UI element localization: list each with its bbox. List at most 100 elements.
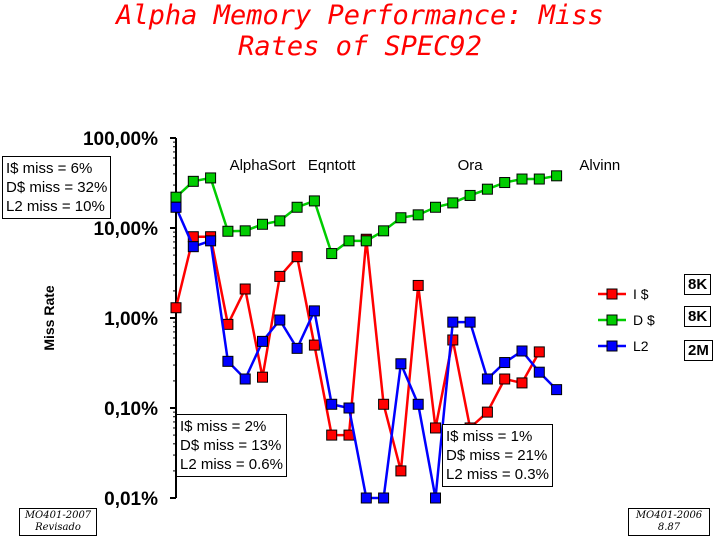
benchmark-label: Eqntott (308, 157, 356, 174)
data-point (499, 177, 511, 189)
data-point (430, 492, 441, 504)
annotation-alphasort-line: D$ miss = 32% (6, 179, 108, 196)
legend-label: L2 (633, 338, 649, 354)
legend-size-icache: 8K (684, 274, 712, 295)
data-point (516, 173, 528, 185)
data-point (308, 195, 320, 207)
footer-left-line: Revisado (35, 522, 81, 533)
data-point (533, 366, 545, 378)
series-line (174, 235, 541, 472)
data-point (447, 334, 459, 346)
data-point (205, 235, 217, 247)
data-point (412, 279, 424, 291)
data-point (378, 225, 390, 237)
annotation-ora-line: D$ miss = 13% (180, 437, 282, 454)
data-point (326, 398, 338, 410)
annotation-alvinn: I$ miss = 1% D$ miss = 21% L2 miss = 0.3… (442, 424, 553, 487)
legend-label: D $ (633, 312, 655, 328)
data-point (308, 305, 320, 317)
data-point (187, 175, 199, 187)
data-point (257, 335, 268, 347)
data-point (499, 357, 511, 369)
benchmark-label: Alvinn (579, 157, 620, 174)
data-point (481, 406, 493, 418)
data-point (222, 355, 234, 367)
footer-left: MO401-2007 Revisado (19, 508, 97, 536)
data-point (464, 316, 476, 328)
data-point (533, 173, 545, 185)
legend-size-dcache: 8K (684, 306, 712, 327)
data-point (430, 422, 441, 434)
data-point (291, 342, 303, 354)
data-point (239, 283, 251, 295)
data-point (395, 358, 407, 370)
data-point (343, 235, 355, 247)
footer-right-line: MO401-2006 (635, 510, 703, 521)
y-tick-label: 0,01% (104, 489, 158, 510)
annotation-alvinn-line: L2 miss = 0.3% (446, 466, 549, 483)
data-point (360, 235, 372, 247)
y-tick-label: 100,00% (83, 129, 158, 150)
data-point (430, 201, 441, 213)
data-point (412, 209, 424, 221)
data-point (326, 248, 338, 260)
data-point (533, 346, 545, 358)
data-point (395, 465, 407, 477)
data-point (170, 302, 182, 314)
footer-left-line: MO401-2007 (24, 510, 92, 521)
title-line-1: Alpha Memory Performance: Miss (116, 0, 604, 31)
legend-marker (606, 340, 618, 352)
footer-right: MO401-2006 8.87 (628, 508, 710, 536)
legend-marker (606, 288, 618, 300)
data-point (516, 377, 528, 389)
data-point (343, 402, 355, 414)
data-point (308, 339, 320, 351)
data-point (378, 492, 390, 504)
data-point (551, 384, 563, 396)
annotation-alphasort-line: I$ miss = 6% (6, 160, 93, 177)
data-point (516, 345, 528, 357)
data-point (291, 201, 303, 213)
data-point (257, 371, 268, 383)
annotation-alvinn-line: D$ miss = 21% (446, 447, 548, 464)
data-point (447, 316, 459, 328)
data-point (464, 189, 476, 201)
data-point (170, 201, 182, 213)
benchmark-label: AlphaSort (230, 157, 297, 174)
legend-size-l2: 2M (684, 340, 713, 361)
data-point (239, 225, 251, 237)
y-tick-label: 1,00% (104, 309, 158, 330)
data-point (447, 197, 459, 209)
data-point (222, 225, 234, 237)
data-point (326, 429, 338, 441)
data-point (205, 172, 217, 184)
title-line-2: Rates of SPEC92 (238, 31, 482, 62)
annotation-alphasort-line: L2 miss = 10% (6, 198, 105, 215)
data-point (222, 318, 234, 330)
data-point (239, 373, 251, 385)
annotation-ora-line: I$ miss = 2% (180, 418, 267, 435)
y-tick-label: 0,10% (104, 399, 158, 420)
y-axis-label: Miss Rate (41, 285, 57, 351)
footer-right-line: 8.87 (657, 522, 681, 533)
annotation-ora: I$ miss = 2% D$ miss = 13% L2 miss = 0.6… (176, 414, 287, 477)
data-point (378, 398, 390, 410)
legend-label: I $ (633, 286, 649, 302)
data-point (360, 492, 372, 504)
data-point (499, 373, 511, 385)
data-point (257, 218, 268, 230)
y-tick-label: 10,00% (94, 219, 159, 240)
data-point (412, 398, 424, 410)
data-point (481, 373, 493, 385)
benchmark-label: Ora (458, 157, 484, 174)
data-point (170, 191, 182, 203)
data-point (551, 170, 563, 182)
data-point (291, 251, 303, 263)
data-point (481, 183, 493, 195)
legend-marker (606, 314, 618, 326)
annotation-alphasort: I$ miss = 6% D$ miss = 32% L2 miss = 10% (2, 156, 112, 219)
data-point (274, 270, 286, 282)
data-point (395, 212, 407, 224)
annotation-alvinn-line: I$ miss = 1% (446, 428, 533, 445)
